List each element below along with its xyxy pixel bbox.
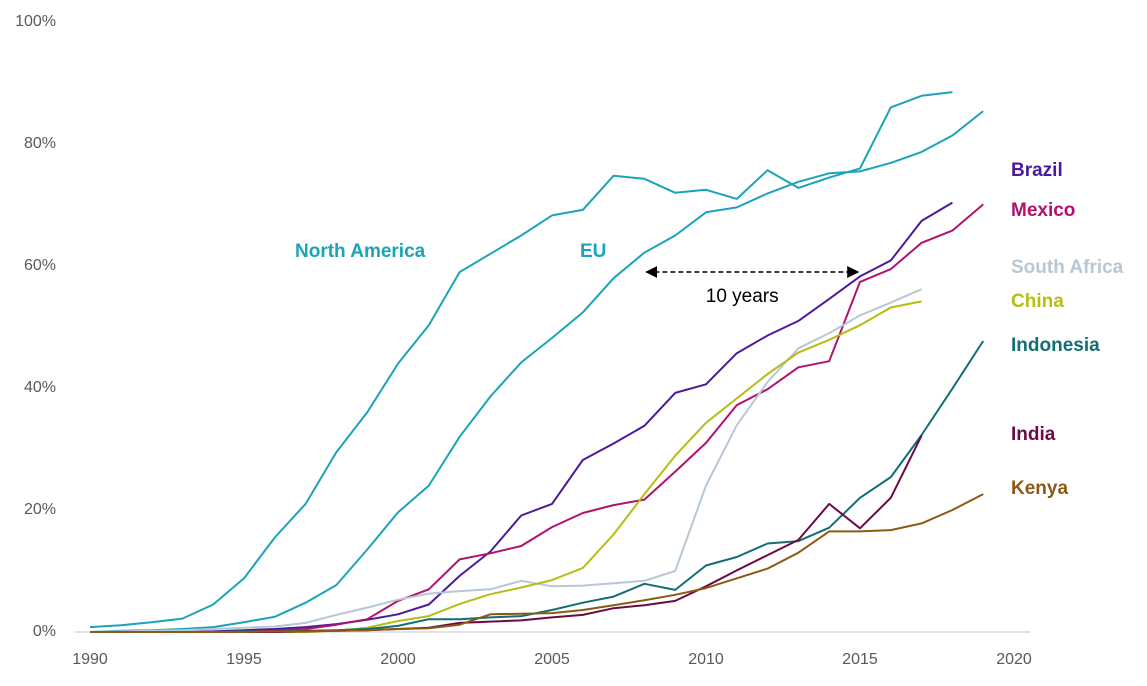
y-tick-label: 20% — [24, 501, 56, 518]
series-label: Brazil — [1011, 160, 1063, 181]
series-line — [90, 203, 984, 633]
series-label: EU — [580, 241, 606, 262]
y-tick-label: 80% — [24, 135, 56, 152]
series-label: North America — [295, 241, 426, 262]
x-tick-label: 2020 — [996, 651, 1032, 668]
series-label: Mexico — [1011, 200, 1075, 221]
x-tick-label: 1990 — [72, 651, 108, 668]
series-label: China — [1011, 291, 1064, 312]
y-tick-label: 60% — [24, 257, 56, 274]
x-tick-label: 2000 — [380, 651, 416, 668]
x-tick-label: 2005 — [534, 651, 570, 668]
series-line — [89, 91, 953, 629]
series-label: Indonesia — [1011, 335, 1100, 356]
series-label: South Africa — [1011, 257, 1124, 278]
series-label: Kenya — [1011, 478, 1068, 499]
series-label: India — [1011, 424, 1056, 445]
y-tick-label: 0% — [33, 623, 56, 640]
series-line — [90, 493, 984, 633]
annotation-text: 10 years — [706, 286, 779, 307]
x-tick-label: 1995 — [226, 651, 262, 668]
y-tick-label: 40% — [24, 379, 56, 396]
x-tick-label: 2015 — [842, 651, 878, 668]
y-tick-label: 100% — [15, 13, 56, 30]
series-line — [89, 288, 922, 633]
series-line — [90, 201, 953, 633]
series-line — [90, 340, 985, 633]
x-tick-label: 2010 — [688, 651, 724, 668]
series-line — [89, 110, 984, 633]
